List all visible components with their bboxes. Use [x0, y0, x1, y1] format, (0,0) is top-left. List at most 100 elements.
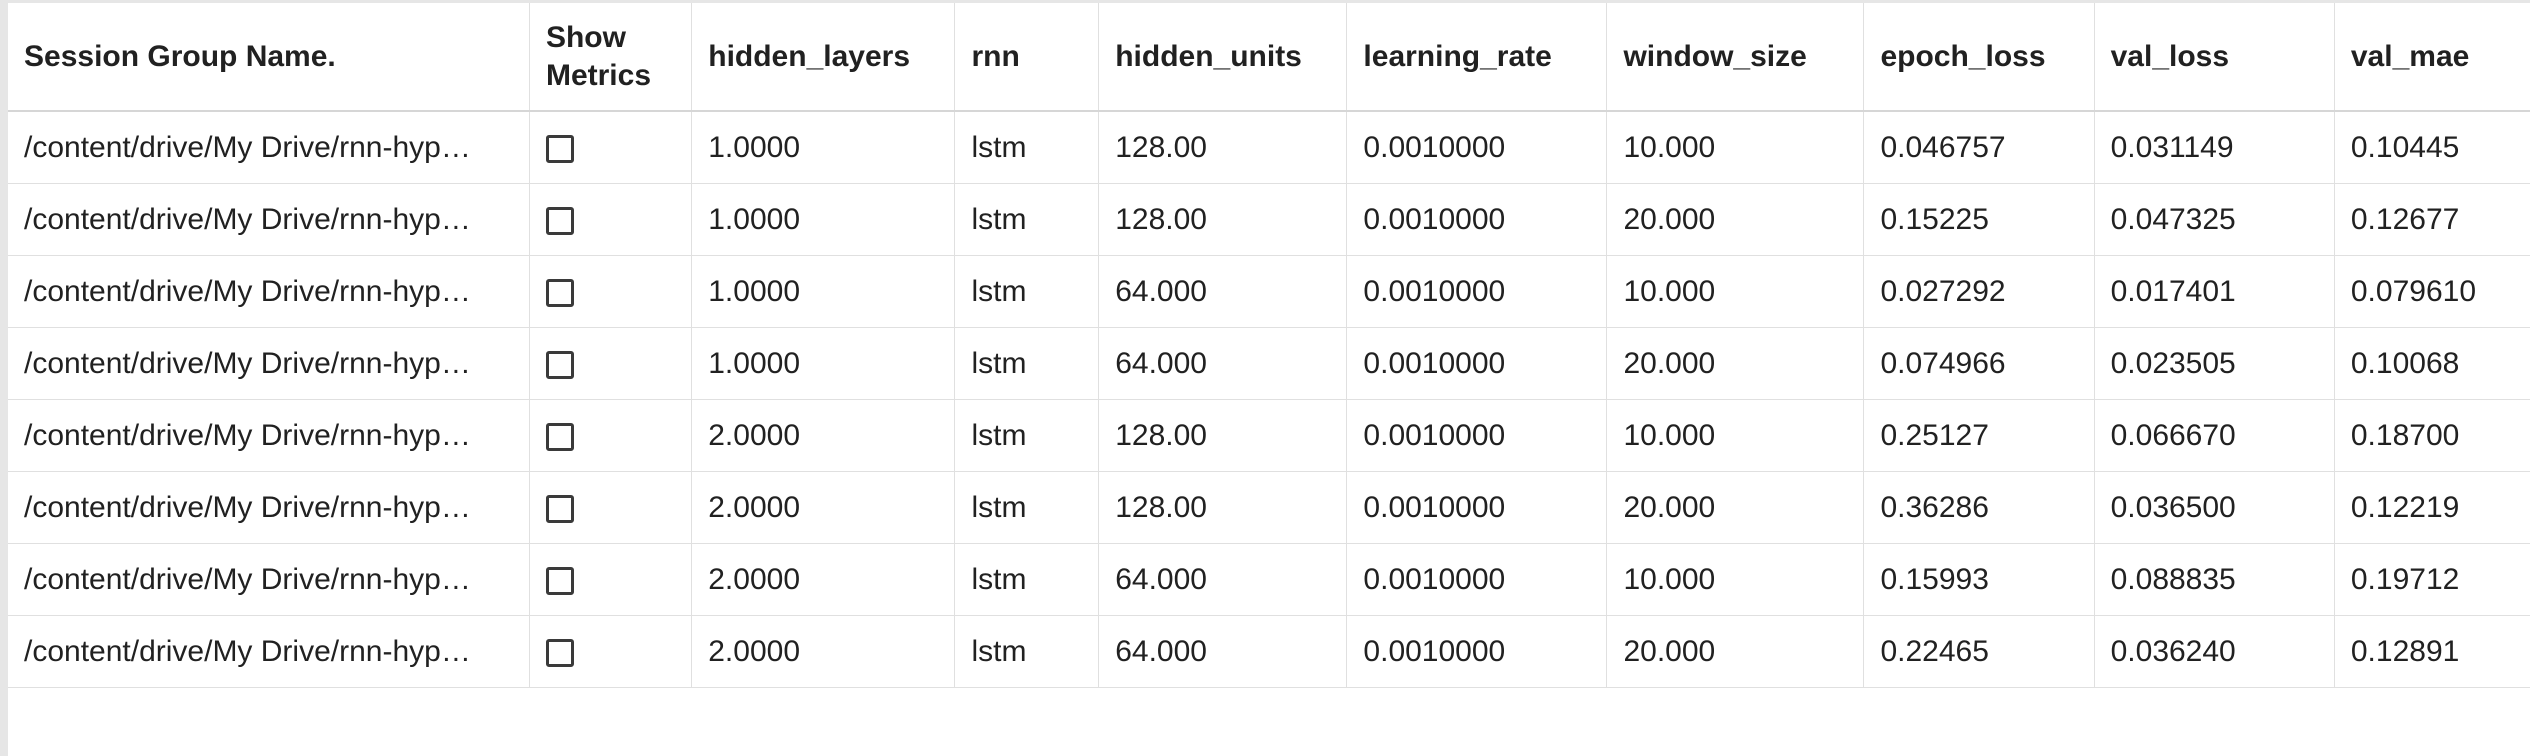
show-metrics-cell	[529, 255, 693, 328]
top-border	[0, 0, 2530, 3]
show-metrics-checkbox[interactable]	[545, 278, 574, 307]
learning-rate-cell: 0.0010000	[1346, 327, 1608, 400]
header-rnn[interactable]: rnn	[954, 3, 1100, 112]
header-val-mae[interactable]: val_mae	[2334, 3, 2530, 112]
val-mae-cell: 0.12677	[2334, 183, 2530, 256]
session-group-name-cell: /content/drive/My Drive/rnn-hyp…	[8, 111, 530, 184]
val-mae-cell: 0.10445	[2334, 111, 2530, 184]
table-row: /content/drive/My Drive/rnn-hyp… 1.0000 …	[8, 255, 2530, 328]
hidden-units-cell: 128.00	[1098, 183, 1348, 256]
show-metrics-cell	[529, 399, 693, 472]
learning-rate-cell: 0.0010000	[1346, 615, 1608, 688]
show-metrics-checkbox[interactable]	[545, 134, 574, 163]
window-size-cell: 20.000	[1606, 471, 1865, 544]
header-val-loss[interactable]: val_loss	[2094, 3, 2335, 112]
header-learning-rate[interactable]: learning_rate	[1346, 3, 1608, 112]
hidden-layers-cell: 1.0000	[691, 183, 956, 256]
hidden-units-cell: 64.000	[1098, 615, 1348, 688]
hidden-layers-cell: 2.0000	[691, 543, 956, 616]
header-hidden-units[interactable]: hidden_units	[1098, 3, 1348, 112]
table-row: /content/drive/My Drive/rnn-hyp… 1.0000 …	[8, 183, 2530, 256]
session-group-name-cell: /content/drive/My Drive/rnn-hyp…	[8, 615, 530, 688]
epoch-loss-cell: 0.15225	[1863, 183, 2095, 256]
val-loss-cell: 0.088835	[2094, 543, 2335, 616]
val-mae-cell: 0.079610	[2334, 255, 2530, 328]
rnn-cell: lstm	[954, 543, 1100, 616]
hidden-layers-cell: 2.0000	[691, 615, 956, 688]
table-header-row: Session Group Name. Show Metrics hidden_…	[8, 3, 2530, 112]
table-row: /content/drive/My Drive/rnn-hyp… 2.0000 …	[8, 543, 2530, 616]
rnn-cell: lstm	[954, 111, 1100, 184]
epoch-loss-cell: 0.027292	[1863, 255, 2095, 328]
epoch-loss-cell: 0.25127	[1863, 399, 2095, 472]
table-row: /content/drive/My Drive/rnn-hyp… 2.0000 …	[8, 471, 2530, 544]
learning-rate-cell: 0.0010000	[1346, 183, 1608, 256]
learning-rate-cell: 0.0010000	[1346, 471, 1608, 544]
header-session-group-name[interactable]: Session Group Name.	[8, 3, 530, 112]
session-group-name-cell: /content/drive/My Drive/rnn-hyp…	[8, 183, 530, 256]
window-size-cell: 10.000	[1606, 543, 1865, 616]
hidden-units-cell: 128.00	[1098, 111, 1348, 184]
val-loss-cell: 0.017401	[2094, 255, 2335, 328]
hidden-units-cell: 128.00	[1098, 399, 1348, 472]
val-mae-cell: 0.10068	[2334, 327, 2530, 400]
val-loss-cell: 0.047325	[2094, 183, 2335, 256]
show-metrics-checkbox[interactable]	[545, 566, 574, 595]
hidden-layers-cell: 1.0000	[691, 327, 956, 400]
rnn-cell: lstm	[954, 255, 1100, 328]
val-mae-cell: 0.12891	[2334, 615, 2530, 688]
show-metrics-checkbox[interactable]	[545, 494, 574, 523]
show-metrics-cell	[529, 183, 693, 256]
learning-rate-cell: 0.0010000	[1346, 111, 1608, 184]
session-group-name-cell: /content/drive/My Drive/rnn-hyp…	[8, 471, 530, 544]
hidden-layers-cell: 1.0000	[691, 255, 956, 328]
show-metrics-cell	[529, 111, 693, 184]
hidden-units-cell: 64.000	[1098, 255, 1348, 328]
table-row: /content/drive/My Drive/rnn-hyp… 1.0000 …	[8, 111, 2530, 184]
rnn-cell: lstm	[954, 399, 1100, 472]
window-size-cell: 10.000	[1606, 111, 1865, 184]
session-group-name-cell: /content/drive/My Drive/rnn-hyp…	[8, 543, 530, 616]
epoch-loss-cell: 0.22465	[1863, 615, 2095, 688]
hidden-layers-cell: 2.0000	[691, 399, 956, 472]
rnn-cell: lstm	[954, 615, 1100, 688]
show-metrics-checkbox[interactable]	[545, 350, 574, 379]
header-show-metrics-line2: Metrics	[545, 58, 652, 92]
window-size-cell: 20.000	[1606, 615, 1865, 688]
show-metrics-cell	[529, 615, 693, 688]
hidden-layers-cell: 1.0000	[691, 111, 956, 184]
hidden-layers-cell: 2.0000	[691, 471, 956, 544]
hidden-units-cell: 64.000	[1098, 327, 1348, 400]
header-show-metrics: Show Metrics	[529, 3, 693, 112]
session-group-name-cell: /content/drive/My Drive/rnn-hyp…	[8, 255, 530, 328]
header-hidden-layers[interactable]: hidden_layers	[691, 3, 956, 112]
epoch-loss-cell: 0.36286	[1863, 471, 2095, 544]
val-mae-cell: 0.12219	[2334, 471, 2530, 544]
session-group-name-cell: /content/drive/My Drive/rnn-hyp…	[8, 399, 530, 472]
header-window-size[interactable]: window_size	[1606, 3, 1865, 112]
window-size-cell: 20.000	[1606, 183, 1865, 256]
table-row: /content/drive/My Drive/rnn-hyp… 2.0000 …	[8, 399, 2530, 472]
header-epoch-loss[interactable]: epoch_loss	[1863, 3, 2095, 112]
val-loss-cell: 0.031149	[2094, 111, 2335, 184]
hidden-units-cell: 64.000	[1098, 543, 1348, 616]
val-loss-cell: 0.036240	[2094, 615, 2335, 688]
val-loss-cell: 0.023505	[2094, 327, 2335, 400]
show-metrics-checkbox[interactable]	[545, 206, 574, 235]
epoch-loss-cell: 0.074966	[1863, 327, 2095, 400]
table-row: /content/drive/My Drive/rnn-hyp… 2.0000 …	[8, 615, 2530, 688]
show-metrics-cell	[529, 471, 693, 544]
show-metrics-checkbox[interactable]	[545, 638, 574, 667]
learning-rate-cell: 0.0010000	[1346, 399, 1608, 472]
show-metrics-checkbox[interactable]	[545, 422, 574, 451]
epoch-loss-cell: 0.15993	[1863, 543, 2095, 616]
rnn-cell: lstm	[954, 183, 1100, 256]
table-row: /content/drive/My Drive/rnn-hyp… 1.0000 …	[8, 327, 2530, 400]
rnn-cell: lstm	[954, 471, 1100, 544]
rnn-cell: lstm	[954, 327, 1100, 400]
hidden-units-cell: 128.00	[1098, 471, 1348, 544]
learning-rate-cell: 0.0010000	[1346, 543, 1608, 616]
epoch-loss-cell: 0.046757	[1863, 111, 2095, 184]
window-size-cell: 10.000	[1606, 399, 1865, 472]
